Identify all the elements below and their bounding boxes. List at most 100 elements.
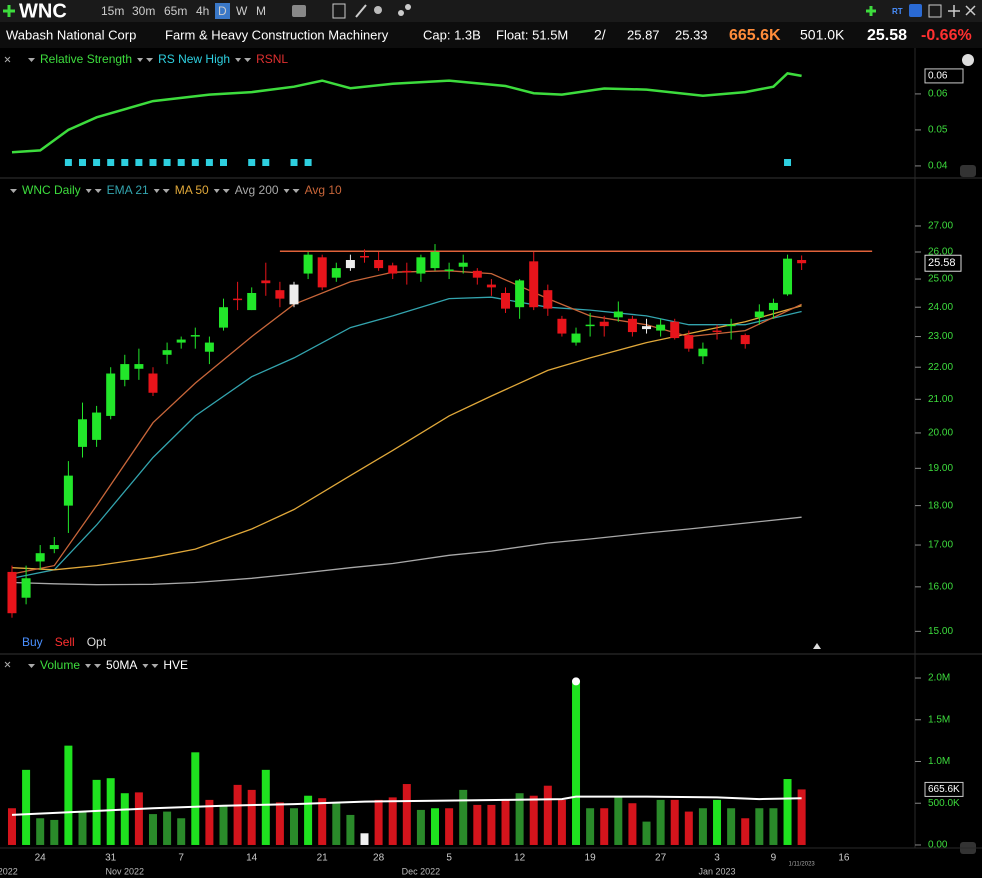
add-icon[interactable]	[3, 5, 15, 17]
legend-dropdown[interactable]	[153, 189, 160, 193]
legend-item[interactable]: EMA 21	[107, 183, 149, 197]
y-tick-label: 500.0K	[928, 798, 960, 809]
legend-dropdown[interactable]	[142, 664, 149, 668]
x-tick-label: 31	[105, 853, 117, 864]
legend-item[interactable]: 50MA	[106, 658, 137, 672]
legend-item[interactable]: Avg 200	[235, 183, 279, 197]
calc-icon[interactable]	[332, 3, 346, 19]
legend-arrow[interactable]	[151, 664, 159, 668]
legend-dropdown[interactable]	[85, 189, 92, 193]
legend-arrow[interactable]	[10, 189, 17, 193]
legend-item[interactable]: Avg 10	[305, 183, 342, 197]
trade-button[interactable]: Sell	[55, 635, 75, 649]
timeframe[interactable]: 65m	[164, 4, 187, 18]
legend-item[interactable]: RSNL	[256, 52, 288, 66]
y-tick-label: 20.00	[928, 428, 953, 439]
legend-dropdown[interactable]	[283, 189, 290, 193]
close-panel[interactable]	[4, 56, 11, 668]
legend-dropdown[interactable]	[235, 58, 242, 62]
x-tick-label: 5	[446, 853, 452, 864]
volume-bar	[416, 809, 425, 845]
y-tick-label: 22.00	[928, 362, 953, 373]
trade-button[interactable]: Buy	[22, 635, 43, 649]
volume-bar	[7, 808, 16, 845]
share-icon[interactable]	[405, 4, 411, 10]
rs-new-high	[262, 159, 270, 166]
y-tick-label: 0.05	[928, 125, 948, 136]
volume-bar	[628, 803, 637, 845]
candle-body	[49, 545, 59, 550]
timeframe[interactable]: M	[256, 4, 266, 18]
panel-toggle[interactable]	[960, 165, 976, 177]
volume-bar	[191, 752, 200, 845]
legend-item[interactable]: Volume	[40, 658, 80, 672]
info-count: 2/	[594, 27, 606, 43]
legend-arrow[interactable]	[146, 58, 154, 62]
candle-body	[303, 254, 313, 274]
legend-item[interactable]: WNC Daily	[22, 183, 81, 197]
month-label: Jan 2023	[699, 866, 736, 876]
volume-bar	[515, 793, 524, 845]
candle-body	[627, 318, 637, 333]
legend-arrow[interactable]	[222, 189, 230, 193]
legend-arrow[interactable]	[162, 189, 170, 193]
last-value-box	[924, 68, 964, 84]
window-icon[interactable]	[928, 4, 942, 18]
legend-item[interactable]: MA 50	[175, 183, 209, 197]
volume-bar	[670, 799, 679, 845]
tv-icon[interactable]	[292, 5, 306, 17]
legend-dropdown[interactable]	[85, 664, 92, 668]
legend-arrow[interactable]	[94, 189, 102, 193]
candle-body	[585, 324, 595, 327]
hve-marker	[572, 677, 581, 686]
add-icon[interactable]	[866, 6, 876, 16]
legend-item[interactable]: HVE	[163, 658, 188, 672]
volume-bar	[741, 818, 750, 845]
timeframe[interactable]: 4h	[196, 4, 209, 18]
candle-body	[233, 298, 243, 301]
close-icon[interactable]	[965, 5, 976, 16]
legend-arrow[interactable]	[28, 58, 35, 62]
y-tick-label: 25.00	[928, 274, 953, 285]
settings-icon[interactable]	[374, 6, 382, 14]
volume-bar	[233, 784, 242, 845]
trade-button[interactable]: Opt	[87, 635, 107, 649]
legend-arrow[interactable]	[28, 664, 35, 668]
volume-bar	[346, 814, 355, 845]
palette-icon[interactable]	[962, 54, 974, 66]
candle-body	[261, 280, 271, 284]
legend-arrow[interactable]	[244, 58, 252, 62]
draw-icon[interactable]	[355, 4, 367, 18]
legend-arrow[interactable]	[292, 189, 300, 193]
y-tick-label: 1.0M	[928, 756, 950, 767]
rs-new-high	[290, 159, 298, 166]
volume-bar	[22, 769, 31, 845]
rs-new-high	[248, 159, 256, 166]
info-volume: 665.6K	[729, 27, 781, 44]
legend-dropdown[interactable]	[213, 189, 220, 193]
timeframe[interactable]: 15m	[101, 4, 124, 18]
share-icon[interactable]	[398, 10, 404, 16]
expand-arrow[interactable]	[813, 643, 821, 649]
legend-arrow[interactable]	[94, 664, 102, 668]
s-icon[interactable]	[909, 4, 922, 17]
volume-bar	[388, 797, 397, 845]
volume-bar	[374, 799, 383, 845]
info-last: 25.58	[867, 27, 907, 44]
legend-item[interactable]: Relative Strength	[40, 52, 132, 66]
legend-item[interactable]: RS New High	[158, 52, 230, 66]
timeframe[interactable]: W	[236, 4, 248, 18]
indicator-line	[11, 305, 802, 571]
info-low: 25.33	[675, 27, 708, 42]
timeframe[interactable]: 30m	[132, 4, 155, 18]
last-value-label: 665.6K	[928, 784, 960, 795]
timeframe[interactable]: D	[218, 4, 227, 18]
volume-bar	[529, 795, 538, 845]
legend-dropdown[interactable]	[137, 58, 144, 62]
rs-new-high	[78, 159, 86, 166]
last-value-label: 0.06	[928, 71, 948, 82]
rt-icon[interactable]: RT	[892, 7, 903, 16]
move-icon[interactable]	[948, 5, 960, 17]
